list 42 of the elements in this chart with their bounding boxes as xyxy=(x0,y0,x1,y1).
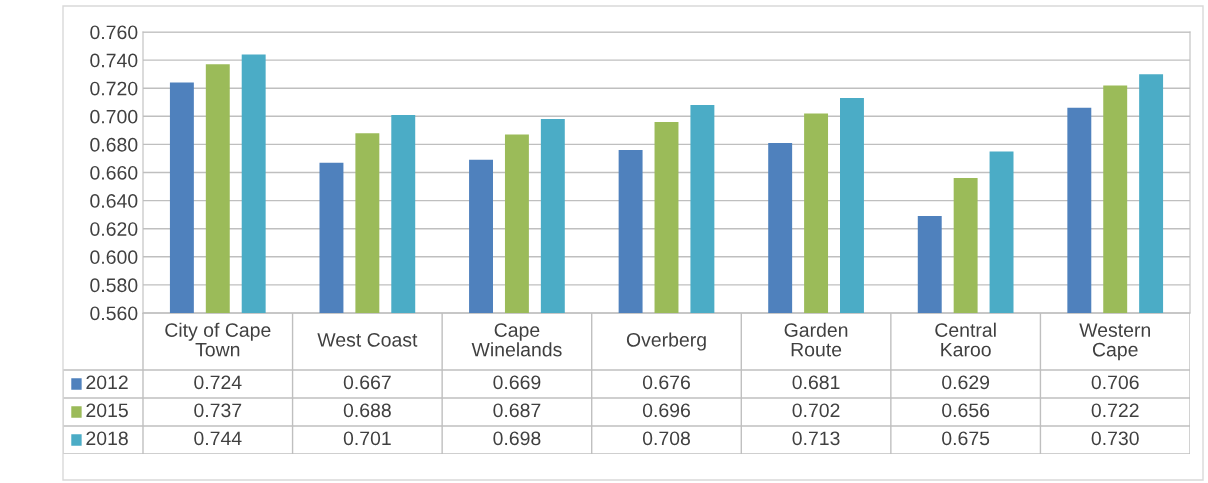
x-tick-label: Overberg xyxy=(626,332,706,351)
data-label: 0.696 xyxy=(642,403,690,418)
legend-label: 2015 xyxy=(86,403,128,418)
data-label: 0.706 xyxy=(1091,375,1139,390)
data-label: 0.724 xyxy=(194,375,242,390)
data-label: 0.687 xyxy=(493,403,541,418)
x-tick-label: West Coast xyxy=(317,332,418,347)
data-label: 0.698 xyxy=(493,431,541,446)
data-label: 0.730 xyxy=(1091,431,1139,446)
data-label: 0.681 xyxy=(792,375,840,390)
data-label: 0.744 xyxy=(194,431,242,446)
y-tick-label: 0.580 xyxy=(90,278,138,293)
legend-label: 2018 xyxy=(86,431,128,446)
data-label: 0.675 xyxy=(942,431,990,446)
data-label: 0.676 xyxy=(642,375,690,390)
x-tick-label: Garden Route xyxy=(784,322,848,357)
y-tick-label: 0.620 xyxy=(90,222,138,236)
data-label: 0.708 xyxy=(642,431,690,446)
y-tick-label: 0.740 xyxy=(90,53,138,68)
y-tick-label: 0.640 xyxy=(90,194,138,208)
y-tick-label: 0.680 xyxy=(90,137,138,152)
data-label: 0.667 xyxy=(343,375,391,390)
data-label: 0.701 xyxy=(343,431,391,446)
y-tick-label: 0.660 xyxy=(90,165,138,180)
data-label: 0.688 xyxy=(343,403,391,418)
y-tick-label: 0.700 xyxy=(90,109,138,124)
data-label: 0.669 xyxy=(493,375,541,390)
y-tick-label: 0.600 xyxy=(90,250,138,265)
data-label: 0.722 xyxy=(1091,403,1139,418)
y-tick-label: 0.760 xyxy=(90,25,138,40)
x-tick-label: Western Cape xyxy=(1079,323,1150,361)
legend-label: 2012 xyxy=(86,375,128,390)
data-label: 0.702 xyxy=(792,403,840,418)
y-tick-label: 0.560 xyxy=(90,306,138,321)
x-tick-label: Central Karoo xyxy=(935,322,996,357)
y-tick-label: 0.720 xyxy=(90,81,138,96)
data-label: 0.629 xyxy=(942,375,990,390)
data-label: 0.737 xyxy=(194,403,242,418)
data-label: 0.713 xyxy=(792,431,840,446)
data-label: 0.656 xyxy=(942,403,990,418)
x-tick-label: City of Cape Town xyxy=(165,322,271,357)
x-tick-label: Cape Winelands xyxy=(471,323,562,357)
